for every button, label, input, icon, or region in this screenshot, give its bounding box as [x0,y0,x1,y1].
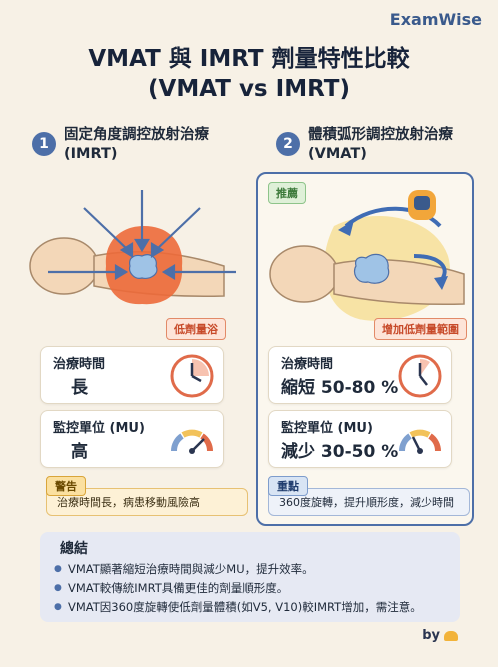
vmat-mu-label: 監控單位 (MU) [281,421,373,436]
summary-panel: 總結 VMAT顯著縮短治療時間與減少MU，提升效率。 VMAT較傳統IMRT具備… [40,532,460,622]
summary-list: VMAT顯著縮短治療時間與減少MU，提升效率。 VMAT較傳統IMRT具備更佳的… [54,560,422,617]
summary-item: VMAT因360度旋轉使低劑量體積(如V5, V10)較IMRT增加，需注意。 [54,598,422,617]
imrt-mu-card: 監控單位 (MU) 高 [40,410,224,468]
rotating-gantry-head-icon [264,186,480,336]
vmat-mu-card: 監控單位 (MU) 減少 30-50 % [268,410,452,468]
beam-arrows-head-icon [24,186,240,336]
imrt-number-badge: 1 [32,132,56,156]
summary-item: VMAT較傳統IMRT具備更佳的劑量順形度。 [54,579,422,598]
imrt-time-card: 治療時間 長 [40,346,224,404]
imrt-column-header: 1 固定角度調控放射治療 (IMRT) [14,126,240,172]
imrt-warning-tag: 警告 [46,476,86,496]
vmat-time-value: 縮短 50-80 % [281,378,399,398]
logo-icon [444,630,458,641]
summary-item: VMAT顯著縮短治療時間與減少MU，提升效率。 [54,560,422,579]
imrt-time-value: 長 [71,378,88,398]
title-line-2: (VMAT vs IMRT) [148,76,350,102]
vmat-column-header: 2 體積弧形調控放射治療 (VMAT) [258,126,484,172]
clock-icon [170,354,214,398]
gauge-icon [170,429,214,454]
vmat-key-point-tag: 重點 [268,476,308,496]
vmat-title-line-1: 體積弧形調控放射治療 [308,127,453,143]
increase-low-dose-tag: 增加低劑量範圍 [374,318,467,340]
byline: by [422,628,458,643]
recommended-badge: 推薦 [268,182,306,204]
vmat-title-line-2: (VMAT) [308,146,367,162]
clock-icon [398,354,442,398]
vmat-time-label: 治療時間 [281,357,334,372]
vmat-time-card: 治療時間 縮短 50-80 % [268,346,452,404]
vmat-number-badge: 2 [276,132,300,156]
imrt-title-line-2: (IMRT) [64,146,118,162]
page-title: VMAT 與 IMRT 劑量特性比較 (VMAT vs IMRT) [0,44,498,104]
imrt-mu-value: 高 [71,442,88,462]
byline-text: by [422,628,440,643]
low-dose-bath-tag: 低劑量浴 [166,318,226,340]
imrt-title: 固定角度調控放射治療 (IMRT) [64,126,209,164]
imrt-mu-label: 監控單位 (MU) [53,421,145,436]
brand-logo: ExamWise [389,10,482,29]
vmat-title: 體積弧形調控放射治療 (VMAT) [308,126,453,164]
vmat-mu-value: 減少 30-50 % [281,442,399,462]
imrt-title-line-1: 固定角度調控放射治療 [64,127,209,143]
summary-title: 總結 [60,541,88,557]
vmat-key-point-text: 360度旋轉，提升順形度，減少時間 [279,496,454,509]
gauge-icon [398,429,442,454]
title-line-1: VMAT 與 IMRT 劑量特性比較 [88,46,410,72]
imrt-warning-text: 治療時間長，病患移動風險高 [57,496,200,509]
imrt-time-label: 治療時間 [53,357,106,372]
